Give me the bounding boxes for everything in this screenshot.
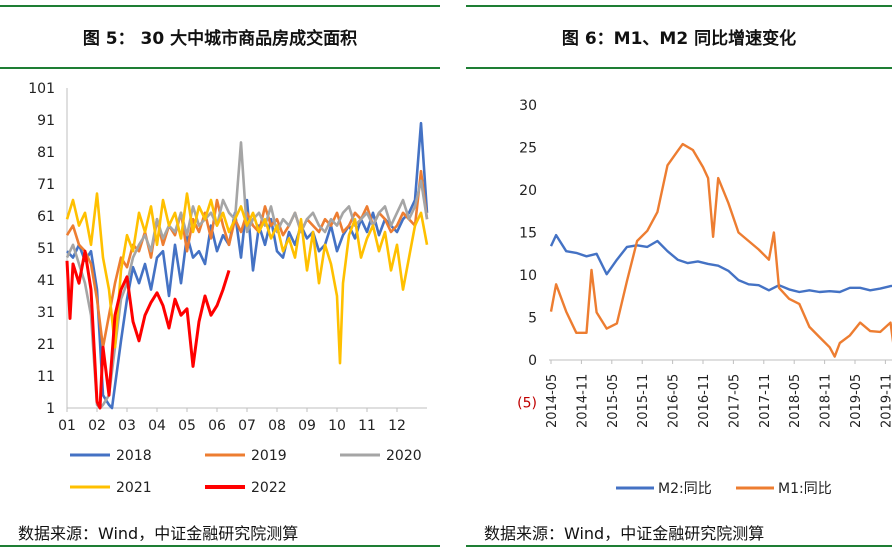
legend-label-2018: 2018 bbox=[116, 448, 152, 464]
y-tick-label-91: 91 bbox=[37, 113, 55, 129]
source-note: 数据来源：Wind，中证金融研究院测算 bbox=[484, 524, 765, 543]
y-tick-label-0: 0 bbox=[528, 353, 537, 369]
x-tick-label-2018-11: 2018-11 bbox=[819, 374, 834, 428]
series-line-2018 bbox=[66, 121, 429, 410]
series-line-2019 bbox=[65, 169, 429, 349]
x-tick-label-2016-05: 2016-05 bbox=[667, 374, 682, 428]
title-rule bbox=[466, 67, 892, 69]
y-tick-label-81: 81 bbox=[37, 145, 55, 161]
x-tick-label-08: 08 bbox=[268, 418, 286, 434]
series-line-m1 bbox=[549, 142, 892, 358]
y-tick-label-15: 15 bbox=[519, 226, 537, 242]
y-tick-label-51: 51 bbox=[37, 241, 55, 257]
x-tick-label-01: 01 bbox=[58, 418, 76, 434]
y-tick-label-20: 20 bbox=[519, 183, 537, 199]
x-tick-label-2015-05: 2015-05 bbox=[606, 374, 621, 428]
money-supply-chart-svg: 30 25 20 15 10 5 0 (5) 2014-05 2014-11 2015-05 2015… bbox=[517, 98, 892, 497]
legend-label-2019: 2019 bbox=[251, 448, 287, 464]
y-tick-label-1: 1 bbox=[46, 401, 55, 417]
top-rule bbox=[0, 5, 440, 7]
series-line-2021 bbox=[65, 192, 429, 365]
x-tick-label-2017-11: 2017-11 bbox=[758, 374, 773, 428]
y-tick-label-21: 21 bbox=[37, 337, 55, 353]
y-tick-label-31: 31 bbox=[37, 305, 55, 321]
y-tick-label-10: 10 bbox=[519, 268, 537, 284]
series-line-m2 bbox=[549, 233, 892, 294]
chart-title: 图 5： 30 大中城市商品房成交面积 bbox=[82, 29, 358, 49]
x-tick-label-2014-11: 2014-11 bbox=[575, 374, 590, 428]
y-tick-label-41: 41 bbox=[37, 273, 55, 289]
legend-label-m2: M2:同比 bbox=[658, 481, 712, 497]
y-tick-label-5: 5 bbox=[528, 311, 537, 327]
bottom-rule bbox=[0, 545, 440, 547]
series-line-2020 bbox=[65, 141, 429, 410]
x-tick-label-11: 11 bbox=[358, 418, 376, 434]
right-chart-panel: 图 6：M1、M2 同比增速变化 30 25 20 15 10 5 0 (5) 2014-05 2… bbox=[466, 0, 892, 549]
legend-label-2021: 2021 bbox=[116, 480, 152, 496]
x-tick-label-2015-11: 2015-11 bbox=[636, 374, 651, 428]
x-tick-label-07: 07 bbox=[238, 418, 256, 434]
top-rule bbox=[466, 5, 892, 7]
x-tick-label-12: 12 bbox=[388, 418, 406, 434]
x-tick-label-2017-05: 2017-05 bbox=[727, 374, 742, 428]
y-tick-label-101: 101 bbox=[28, 81, 55, 97]
x-tick-label-05: 05 bbox=[178, 418, 196, 434]
x-tick-label-04: 04 bbox=[148, 418, 166, 434]
x-tick-label-10: 10 bbox=[328, 418, 346, 434]
y-tick-label-61: 61 bbox=[37, 209, 55, 225]
legend-label-2022: 2022 bbox=[251, 480, 287, 496]
x-tick-label-03: 03 bbox=[118, 418, 136, 434]
y-tick-label-30: 30 bbox=[519, 98, 537, 114]
x-tick-label-2019-05: 2019-05 bbox=[849, 374, 864, 428]
y-tick-label-5: (5) bbox=[517, 396, 537, 412]
source-note: 数据来源：Wind，中证金融研究院测算 bbox=[18, 524, 299, 543]
title-rule bbox=[0, 67, 440, 69]
y-tick-label-25: 25 bbox=[519, 141, 537, 157]
bottom-rule bbox=[466, 545, 892, 547]
y-tick-label-11: 11 bbox=[37, 369, 55, 385]
x-tick-label-2014-05: 2014-05 bbox=[545, 374, 560, 428]
y-tick-label-71: 71 bbox=[37, 177, 55, 193]
x-tick-label-09: 09 bbox=[298, 418, 316, 434]
series-line-2022 bbox=[65, 249, 231, 410]
x-tick-label-2019-11: 2019-11 bbox=[879, 374, 892, 428]
x-tick-label-06: 06 bbox=[208, 418, 226, 434]
x-tick-label-02: 02 bbox=[88, 418, 106, 434]
left-chart-panel: 图 5： 30 大中城市商品房成交面积 1 11 21 31 41 51 61 71 81 91 1… bbox=[0, 0, 440, 549]
x-tick-label-2018-05: 2018-05 bbox=[788, 374, 803, 428]
legend-label-2020: 2020 bbox=[386, 448, 422, 464]
legend-label-m1: M1:同比 bbox=[778, 481, 832, 497]
chart-title: 图 6：M1、M2 同比增速变化 bbox=[561, 29, 797, 49]
x-tick-label-2016-11: 2016-11 bbox=[697, 374, 712, 428]
